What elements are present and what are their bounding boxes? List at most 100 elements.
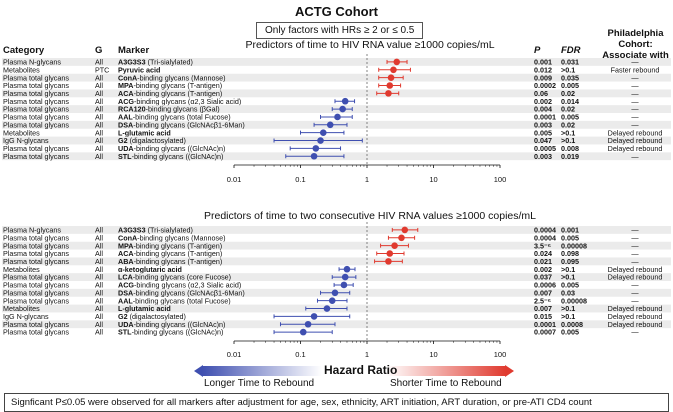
row-group: All (95, 296, 103, 305)
row-category: Plasma total glycans (3, 296, 69, 305)
panel1-title: Predictors of time to HIV RNA value ≥100… (245, 39, 495, 51)
row-p-value: 0.0004 (534, 226, 556, 235)
arrow-right-head (505, 365, 514, 377)
row-philadelphia: — (631, 288, 639, 297)
row-fdr-value: 0.005 (561, 81, 579, 90)
row-fdr-value: >0.1 (561, 265, 575, 274)
shorter-rebound-gradient (386, 366, 506, 376)
hr-point (387, 74, 395, 81)
row-group: All (95, 58, 103, 67)
row-group: All (95, 249, 103, 258)
row-category: Metabolites (3, 128, 40, 137)
x-tick-label: 1 (365, 350, 369, 359)
row-p-value: 0.0002 (534, 81, 556, 90)
x-tick-label: 0.01 (227, 350, 242, 359)
row-fdr-value: 0.02 (561, 89, 575, 98)
row-philadelphia: — (631, 105, 639, 114)
row-p-value: 0.004 (534, 105, 552, 114)
row-philadelphia: — (631, 97, 639, 106)
row-p-value: 0.015 (534, 312, 552, 321)
row-philadelphia: — (631, 328, 639, 337)
row-category: Metabolites (3, 65, 40, 74)
row-category: Plasma total glycans (3, 328, 69, 337)
hr-point (341, 97, 349, 105)
row-fdr-value: 0.005 (561, 233, 579, 242)
x-tick-label: 1 (365, 175, 369, 184)
row-p-value: 0.002 (534, 97, 552, 106)
category-header: Category (3, 45, 45, 56)
row-category: Plasma total glycans (3, 257, 69, 266)
row-marker: DSA-binding glycans (GlcNAcβ1-6Man) (118, 288, 245, 297)
row-stripe (2, 257, 671, 266)
row-group: All (95, 97, 103, 106)
hr-point (385, 258, 392, 265)
row-p-value: 2.5⁻⁶ (534, 296, 551, 305)
row-category: Plasma total glycans (3, 281, 69, 290)
row-category: Plasma total glycans (3, 120, 69, 129)
row-philadelphia: — (631, 241, 639, 250)
row-group: All (95, 288, 103, 297)
row-p-value: 0.005 (534, 128, 552, 137)
row-category: Metabolites (3, 265, 40, 274)
row-philadelphia: — (631, 89, 639, 98)
hr-point (310, 152, 318, 160)
row-marker: STL-binding glycans ((GlcNAc)n) (118, 152, 223, 161)
row-philadelphia: — (631, 73, 639, 82)
row-fdr-value: >0.1 (561, 136, 575, 145)
row-category: IgG N-glycans (3, 312, 49, 321)
row-group: All (95, 73, 103, 82)
row-fdr-value: 0.0008 (561, 320, 583, 329)
row-group: All (95, 304, 103, 313)
hr-point (319, 129, 327, 136)
row-marker: STL-binding glycans ((GlcNAc)n) (118, 328, 223, 337)
row-group: All (95, 113, 103, 122)
row-p-value: 0.037 (534, 273, 552, 282)
row-philadelphia: — (631, 296, 639, 305)
hr-point (393, 58, 401, 66)
row-philadelphia: Delayed rebound (608, 128, 663, 137)
footnote: Signficant P≤0.05 were observed for all … (4, 393, 669, 412)
arrow-left-head (194, 365, 203, 377)
row-marker: MPA-binding glycans (T-antigen) (118, 81, 222, 90)
row-p-value: 0.047 (534, 136, 552, 145)
row-marker: MPA-binding glycans (T-antigen) (118, 241, 222, 250)
row-p-value: 0.0004 (534, 233, 556, 242)
hr-point (326, 121, 334, 129)
row-category: Plasma total glycans (3, 113, 69, 122)
row-group: All (95, 226, 103, 235)
row-fdr-value: 0.005 (561, 281, 579, 290)
row-category: Plasma total glycans (3, 97, 69, 106)
row-category: Plasma total glycans (3, 73, 69, 82)
row-philadelphia: Delayed rebound (608, 144, 663, 153)
row-p-value: 0.009 (534, 73, 552, 82)
longer-rebound-gradient (202, 366, 322, 376)
hr-point (331, 289, 339, 297)
row-marker: ConA-binding glycans (Mannose) (118, 233, 225, 242)
row-philadelphia: — (631, 226, 639, 235)
shorter-rebound-label: Shorter Time to Rebound (390, 378, 502, 389)
fdr-header: FDR (561, 45, 581, 56)
row-philadelphia: Delayed rebound (608, 312, 663, 321)
x-tick-label: 100 (494, 350, 507, 359)
row-p-value: 0.0006 (534, 281, 556, 290)
row-p-value: 0.06 (534, 89, 548, 98)
group-header: G (95, 45, 103, 56)
row-fdr-value: >0.1 (561, 273, 575, 282)
row-group: All (95, 265, 103, 274)
row-stripe (2, 320, 671, 329)
row-stripe (2, 241, 671, 250)
row-category: Plasma total glycans (3, 320, 69, 329)
row-stripe (2, 226, 671, 234)
row-fdr-value: 0.005 (561, 328, 579, 337)
row-category: Plasma total glycans (3, 249, 69, 258)
hr-point (386, 82, 394, 89)
row-philadelphia: — (631, 81, 639, 90)
hr-point (317, 137, 324, 144)
row-category: Plasma total glycans (3, 144, 69, 153)
row-fdr-value: 0.02 (561, 120, 575, 129)
row-fdr-value: 0.014 (561, 97, 579, 106)
row-group: All (95, 320, 103, 329)
x-tick-label: 0.01 (227, 175, 242, 184)
row-p-value: 0.002 (534, 265, 552, 274)
row-philadelphia: — (631, 233, 639, 242)
